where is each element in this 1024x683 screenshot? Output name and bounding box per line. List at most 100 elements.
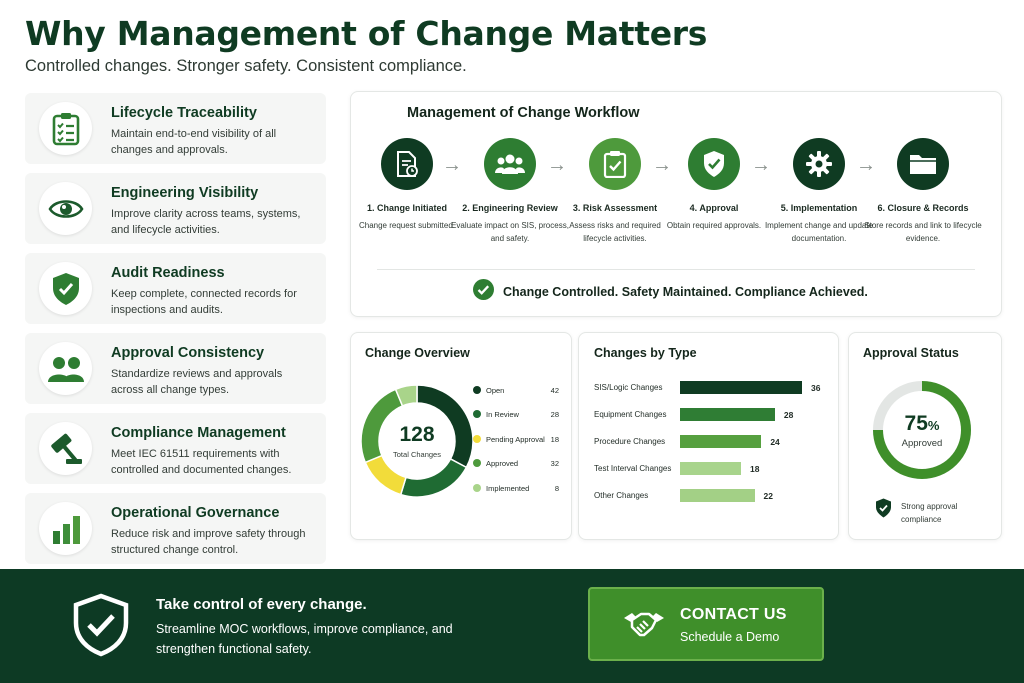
workflow-step-risk-assessment: 3. Risk Assessment Assess risks and requ… [555, 138, 675, 245]
step-desc: Store records and link to lifecycle evid… [864, 221, 982, 243]
donut-svg [360, 384, 474, 498]
benefit-title: Engineering Visibility [111, 185, 259, 201]
step-desc: Implement change and update documentatio… [764, 221, 874, 243]
benefit-desc: Standardize reviews and approvals across… [111, 368, 283, 396]
bar-label: Test Interval Changes [594, 464, 672, 473]
benefit-card-audit-readiness: Audit Readiness Keep complete, connected… [25, 253, 326, 324]
legend-dot [473, 386, 481, 394]
workflow-divider [377, 269, 975, 270]
total-changes-value: 128 [399, 423, 435, 446]
bar-value: 18 [750, 464, 760, 474]
benefit-desc: Meet IEC 61511 requirements with control… [111, 448, 292, 476]
bar-row-sis-logic-changes: SIS/Logic Changes 36 [594, 381, 834, 395]
bar [680, 408, 775, 421]
shield-check-icon [39, 262, 92, 315]
bar [680, 381, 802, 394]
step-desc: Evaluate impact on SIS, process, and saf… [451, 221, 569, 243]
bar-row-procedure-changes: Procedure Changes 24 [594, 435, 834, 449]
arrow-right-icon: → [856, 154, 876, 176]
benefits-list: Lifecycle Traceability Maintain end-to-e… [25, 93, 326, 573]
bar-label: Other Changes [594, 491, 649, 500]
bar-row-other-changes: Other Changes 22 [594, 489, 834, 503]
benefit-desc: Keep complete, connected records for ins… [111, 288, 297, 316]
people-icon [39, 342, 92, 395]
contact-us-button[interactable]: CONTACT US Schedule a Demo [588, 587, 824, 661]
arrow-right-icon: → [652, 154, 672, 176]
workflow-footer-text: Change Controlled. Safety Maintained. Co… [503, 285, 868, 299]
legend-label: Approved [486, 459, 519, 469]
legend-label: Implemented [486, 483, 530, 493]
legend-item-pending-approval: Pending Approval 18 [473, 434, 563, 458]
workflow-step-engineering-review: 2. Engineering Review Evaluate impact on… [450, 138, 570, 245]
legend-value: 28 [550, 410, 559, 420]
benefit-desc: Maintain end-to-end visibility of all ch… [111, 128, 277, 156]
benefit-title: Lifecycle Traceability [111, 105, 257, 121]
workflow-step-approval: 4. Approval Obtain required approvals. [654, 138, 774, 232]
banner-desc: Streamline MOC workflows, improve compli… [156, 622, 453, 656]
gavel-icon [39, 422, 92, 475]
benefit-title: Approval Consistency [111, 345, 265, 361]
step-title: 6. Closure & Records [877, 203, 969, 213]
bar [680, 462, 741, 475]
changes-by-type-card: Changes by Type SIS/Logic Changes 36 Equip… [578, 332, 839, 540]
workflow-card: Management of Change Workflow 1. Change … [350, 91, 1002, 317]
contact-us-label: CONTACT US [680, 606, 787, 623]
benefit-title: Audit Readiness [111, 265, 225, 281]
arrow-right-icon: → [442, 154, 462, 176]
step-title: 4. Approval [689, 203, 739, 213]
change-overview-card: Change Overview 128 Total Changes Open 42… [350, 332, 572, 540]
shield-check-icon [875, 498, 892, 523]
step-title: 3. Risk Assessment [572, 203, 658, 213]
bar-label: Equipment Changes [594, 410, 667, 419]
page-title: Why Management of Change Matters [25, 14, 708, 53]
workflow-step-closure-records: 6. Closure & Records Store records and l… [863, 138, 983, 245]
legend-label: In Review [486, 410, 519, 420]
benefit-card-approval-consistency: Approval Consistency Standardize reviews… [25, 333, 326, 404]
workflow-step-implementation: 5. Implementation Implement change and u… [759, 138, 879, 245]
types-title: Changes by Type [594, 346, 697, 360]
bar-value: 22 [763, 491, 774, 501]
bar-value: 36 [811, 383, 821, 393]
arrow-right-icon: → [547, 154, 567, 176]
overview-legend: Open 42 In Review 28 Pending Approval 18 Appro… [473, 385, 563, 507]
step-title: 1. Change Initiated [366, 203, 447, 213]
benefit-desc: Reduce risk and improve safety through s… [111, 528, 306, 556]
approval-center: 75% Approved [871, 379, 973, 481]
donut-center: 128 Total Changes [360, 384, 474, 498]
banner-title: Take control of every change. [156, 596, 367, 613]
approval-percent: 75% [905, 412, 940, 436]
handshake-icon [622, 608, 666, 647]
bar-value: 28 [783, 410, 794, 420]
total-changes-label: Total Changes [393, 450, 441, 459]
workflow-title: Management of Change Workflow [407, 105, 640, 121]
legend-dot [473, 483, 481, 492]
team-icon [484, 138, 536, 190]
legend-dot [473, 434, 481, 443]
clipboard-checklist-icon [39, 102, 92, 155]
legend-label: Open [486, 386, 505, 395]
approval-status-card: Approval Status 75% Approved Strong appr… [848, 332, 1002, 540]
step-desc: Obtain required approvals. [666, 221, 762, 230]
benefit-desc: Improve clarity across teams, systems, a… [111, 208, 301, 236]
legend-item-in-review: In Review 28 [473, 409, 563, 433]
workflow-footer: Change Controlled. Safety Maintained. Co… [473, 279, 868, 305]
benefit-card-compliance-management: Compliance Management Meet IEC 61511 req… [25, 413, 326, 484]
bar [680, 435, 762, 448]
approval-label: Approved [901, 437, 943, 449]
step-title: 2. Engineering Review [462, 203, 558, 213]
approval-percent-sign: % [927, 417, 940, 433]
donut-slice-implemented [394, 384, 418, 407]
workflow-step-change-initiated: 1. Change Initiated Change request submi… [347, 138, 467, 232]
step-desc: Change request submitted. [358, 221, 456, 230]
approval-percent-value: 75 [904, 411, 928, 435]
legend-value: 8 [554, 483, 559, 493]
bar [680, 489, 755, 502]
legend-dot [473, 459, 481, 468]
benefit-card-engineering-visibility: Engineering Visibility Improve clarity a… [25, 173, 326, 244]
bar-label: Procedure Changes [594, 437, 666, 446]
shield-check-icon [72, 593, 130, 662]
schedule-demo-label: Schedule a Demo [680, 630, 780, 644]
approval-ring-fill [873, 381, 971, 479]
legend-item-approved: Approved 32 [473, 458, 563, 482]
bar-chart-icon [39, 502, 92, 555]
